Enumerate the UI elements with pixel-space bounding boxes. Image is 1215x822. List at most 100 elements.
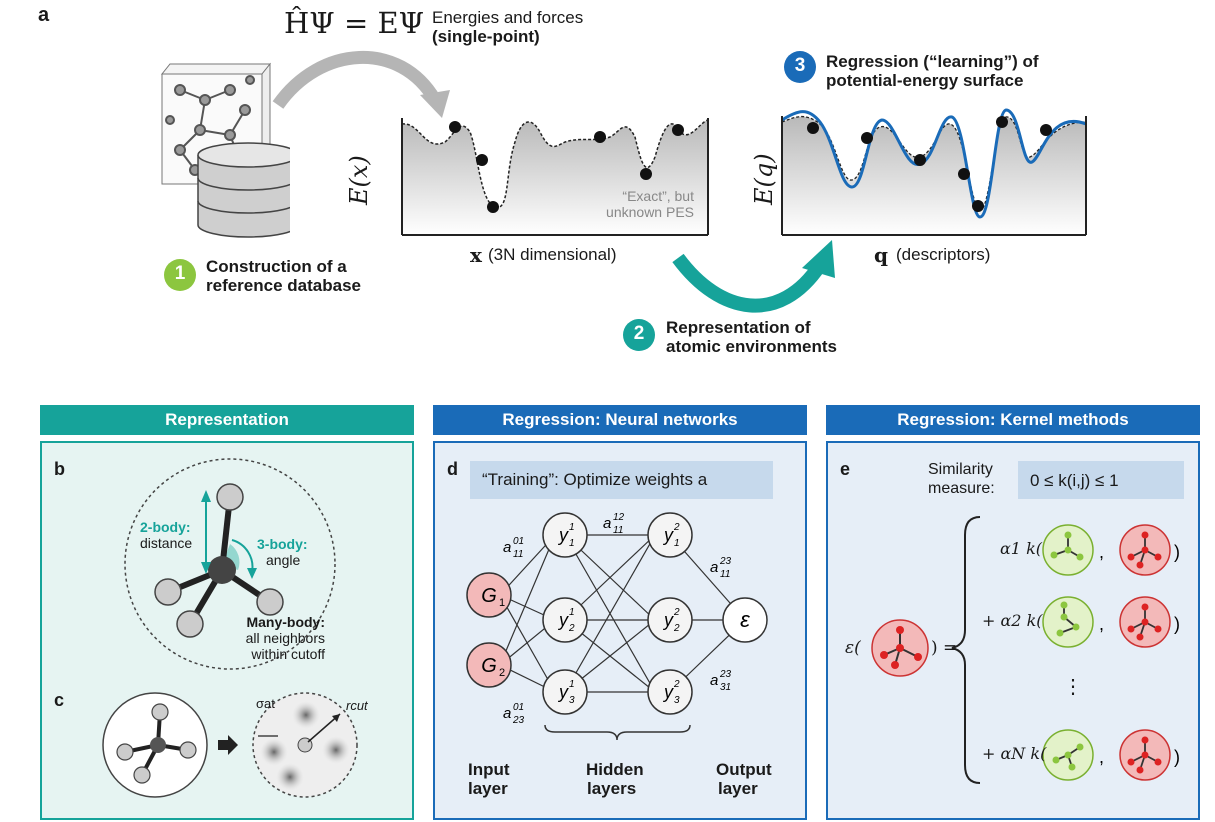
svg-text:2: 2	[673, 679, 680, 690]
green-structure-icons	[1042, 524, 1094, 781]
input-layer-label-1: Input	[468, 760, 510, 779]
svg-text:y: y	[662, 525, 674, 545]
kernel-term-1: α1 k(	[1000, 539, 1043, 558]
kernel-lhs-open: ε(	[845, 638, 861, 658]
svg-text:): )	[1174, 614, 1180, 634]
svg-text:1: 1	[569, 607, 575, 618]
sigma-label: σat	[256, 696, 275, 711]
step1-line1: Construction of a	[206, 257, 347, 276]
kernel-ellipsis: ⋮	[1063, 676, 1083, 698]
svg-text:G: G	[481, 585, 497, 607]
svg-text:): )	[1174, 542, 1180, 562]
training-text: “Training”: Optimize weights a	[482, 470, 708, 489]
input-layer-label-2: layer	[468, 779, 508, 798]
learned-pes-plot	[781, 108, 1087, 236]
many-body-title: Many-body:	[246, 614, 325, 630]
kernel-term-2: + α2 k(	[982, 611, 1043, 630]
hidden-layers-label-2: layers	[587, 779, 637, 798]
many-body-line3: within cutoff	[251, 646, 325, 662]
step3-number: 3	[794, 55, 806, 76]
svg-text:a: a	[503, 539, 511, 556]
svg-text:23: 23	[719, 556, 732, 567]
energies-line1: Energies and forces	[432, 8, 584, 27]
output-node	[722, 597, 768, 643]
kernel-header: Regression: Kernel methods	[826, 405, 1200, 435]
svg-text:y: y	[557, 682, 569, 702]
svg-text:y: y	[662, 682, 674, 702]
kernel-lhs-close: ) =	[931, 638, 958, 658]
svg-text:31: 31	[720, 682, 731, 693]
representation-arrow	[672, 240, 835, 313]
svg-text:2: 2	[673, 607, 680, 618]
svg-text:1: 1	[674, 538, 680, 549]
hidden-layer-nodes	[542, 512, 693, 715]
svg-text:G: G	[481, 655, 497, 677]
step2-badge	[623, 319, 655, 351]
svg-text:1: 1	[569, 522, 575, 533]
neural-network-diagram: G 1 G 2 y 11 y 12 y 13 y 21 y 22 y 23 ε a 0111 …	[466, 512, 768, 740]
step2-number: 2	[633, 323, 645, 344]
svg-text:y: y	[662, 610, 674, 630]
two-body-sub: distance	[140, 535, 193, 551]
exact-pes-note-line1: “Exact”, but	[622, 188, 694, 204]
svg-text:23: 23	[512, 715, 525, 726]
step1-line2: reference database	[206, 276, 361, 295]
panel-label-c: c	[54, 690, 65, 710]
training-box	[470, 461, 773, 499]
kernel-expansion-diagram: ,) ,) ,)	[871, 516, 1180, 784]
step3-badge	[784, 51, 816, 83]
step2-line1: Representation of	[666, 318, 811, 337]
representation-header: Representation	[40, 405, 414, 435]
step3-line2: potential-energy surface	[826, 71, 1024, 90]
lhs-structure-icon	[871, 619, 929, 677]
step1-number: 1	[174, 263, 186, 284]
svg-text:01: 01	[513, 536, 524, 547]
similarity-line2: measure:	[928, 480, 995, 497]
q-axis-text: (descriptors)	[896, 245, 991, 264]
svg-text:ε: ε	[740, 607, 750, 632]
svg-text:a: a	[503, 705, 511, 722]
svg-text:1: 1	[569, 538, 575, 549]
svg-text:2: 2	[673, 623, 680, 634]
svg-text:3: 3	[569, 695, 575, 706]
step1-badge	[164, 259, 196, 291]
output-layer-label-2: layer	[718, 779, 758, 798]
schrodinger-equation: ĤΨ = EΨ	[284, 6, 425, 40]
svg-text:): )	[1174, 747, 1180, 767]
kernel-term-n: + αN k(	[982, 744, 1047, 763]
many-body-line2: all neighbors	[245, 630, 325, 646]
ex-axis-label: E(x)	[345, 155, 373, 205]
svg-text:a: a	[710, 559, 718, 576]
panel-label-b: b	[54, 459, 65, 479]
three-body-title: 3-body:	[257, 536, 308, 552]
rcut-label: rcut	[346, 698, 368, 713]
svg-text:y: y	[557, 525, 569, 545]
density-representation-diagram	[102, 692, 358, 798]
three-body-sub: angle	[266, 552, 301, 568]
q-axis-symbol: q	[874, 243, 888, 267]
two-body-title: 2-body:	[140, 519, 191, 535]
red-structure-icons	[1119, 524, 1171, 781]
x-axis-text: (3N dimensional)	[488, 245, 617, 264]
svg-text:,: ,	[1099, 614, 1104, 634]
svg-text:11: 11	[720, 569, 730, 580]
hidden-layers-label-1: Hidden	[586, 760, 644, 779]
svg-text:1: 1	[499, 597, 505, 609]
output-layer-label-1: Output	[716, 760, 772, 779]
x-axis-symbol: x	[470, 243, 482, 267]
input-layer-nodes	[466, 572, 512, 688]
svg-text:,: ,	[1099, 542, 1104, 562]
many-body-diagram	[124, 458, 336, 670]
svg-text:a: a	[710, 672, 718, 689]
svg-text:2: 2	[568, 623, 575, 634]
svg-text:,: ,	[1099, 747, 1104, 767]
similarity-line1: Similarity	[928, 461, 993, 478]
svg-text:y: y	[557, 610, 569, 630]
exact-pes-note-line2: unknown PES	[606, 204, 694, 220]
step2-line2: atomic environments	[666, 337, 837, 356]
step3-line1: Regression (“learning”) of	[826, 52, 1039, 71]
similarity-formula: 0 ≤ k(i,j) ≤ 1	[1030, 471, 1119, 490]
svg-text:3: 3	[674, 695, 680, 706]
svg-text:1: 1	[569, 679, 575, 690]
